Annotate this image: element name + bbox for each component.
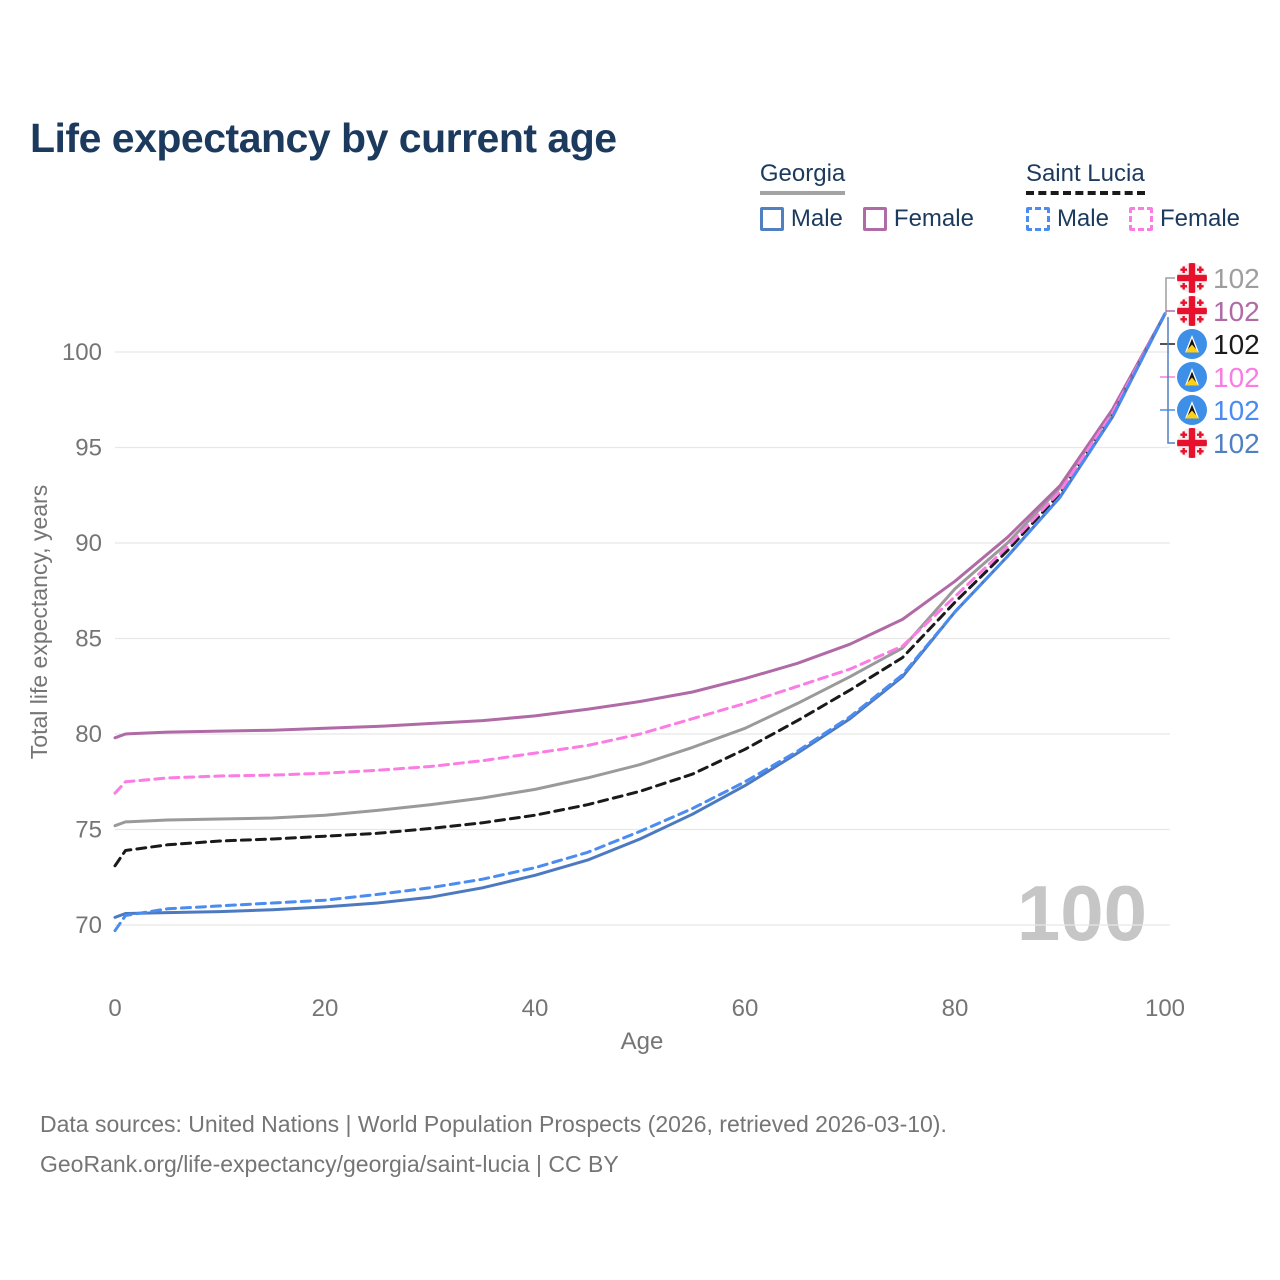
- end-label-value: 102: [1213, 263, 1260, 294]
- legend-item-georgia-male[interactable]: Male: [759, 205, 843, 233]
- saint-lucia-flag-icon: [1177, 362, 1207, 392]
- georgia-flag-icon: [1177, 296, 1207, 326]
- end-label-saint-lucia-female: 102: [1177, 362, 1260, 393]
- series-line-saint-lucia-female: [113, 312, 1167, 795]
- legend-item-saint-lucia-female[interactable]: Female: [1128, 205, 1240, 233]
- end-label-value: 102: [1213, 329, 1260, 360]
- y-tick-label-75: 75: [75, 817, 102, 844]
- saint-lucia-female-swatch-icon[interactable]: [1128, 207, 1153, 231]
- y-tick-label-80: 80: [75, 721, 102, 748]
- leader-line-georgia-total: [1165, 277, 1175, 315]
- end-label-georgia-total: 102: [1177, 263, 1260, 294]
- series-line-georgia-female: [113, 312, 1167, 740]
- georgia-flag-icon: [1177, 428, 1207, 458]
- series-line-georgia-total: [113, 312, 1167, 828]
- legend-item-georgia-female[interactable]: Female: [862, 205, 974, 233]
- y-tick-label-95: 95: [75, 435, 102, 462]
- legend-country-georgia: Georgia: [759, 160, 846, 195]
- end-label-value: 102: [1213, 296, 1260, 327]
- legend-group-saint-lucia: Saint Lucia Male Female: [1025, 160, 1240, 233]
- page-title: Life expectancy by current age: [30, 115, 617, 162]
- end-label-value: 102: [1213, 395, 1260, 426]
- age-counter-watermark: 100: [1017, 869, 1147, 957]
- saint-lucia-flag-icon: [1177, 329, 1207, 359]
- end-label-value: 102: [1213, 428, 1260, 459]
- series-line-georgia-male: [113, 312, 1167, 919]
- end-label-georgia-male: 102: [1177, 428, 1260, 459]
- saint-lucia-flag-icon: [1177, 395, 1207, 425]
- leader-line-georgia-male: [1167, 317, 1175, 444]
- x-tick-label-60: 60: [732, 995, 759, 1022]
- x-tick-label-80: 80: [942, 995, 969, 1022]
- legend: Georgia Male Female Saint Lucia Male Fem…: [759, 160, 1240, 233]
- legend-item-label: Female: [1159, 205, 1240, 232]
- data-sources-text: Data sources: United Nations | World Pop…: [40, 1111, 947, 1137]
- legend-item-saint-lucia-male[interactable]: Male: [1025, 205, 1109, 233]
- saint-lucia-male-swatch-icon[interactable]: [1025, 207, 1050, 231]
- legend-item-label: Female: [893, 205, 974, 232]
- x-tick-label-0: 0: [108, 995, 121, 1022]
- chart-footer: Data sources: United Nations | World Pop…: [40, 1104, 947, 1184]
- y-tick-label-70: 70: [75, 912, 102, 939]
- y-tick-label-85: 85: [75, 626, 102, 653]
- legend-group-georgia: Georgia Male Female: [759, 160, 974, 233]
- legend-country-saint-lucia: Saint Lucia: [1025, 160, 1145, 195]
- legend-item-label: Male: [790, 205, 843, 232]
- y-axis-title: Total life expectancy, years: [26, 485, 52, 759]
- georgia-male-swatch-icon[interactable]: [759, 207, 784, 231]
- end-label-georgia-female: 102: [1177, 296, 1260, 327]
- georgia-flag-icon: [1177, 263, 1207, 293]
- legend-item-label: Male: [1056, 205, 1109, 232]
- end-label-saint-lucia-male: 102: [1177, 395, 1260, 426]
- y-tick-label-100: 100: [62, 339, 102, 366]
- x-tick-label-20: 20: [312, 995, 339, 1022]
- x-tick-label-40: 40: [522, 995, 549, 1022]
- y-tick-label-90: 90: [75, 530, 102, 557]
- georgia-female-swatch-icon[interactable]: [862, 207, 887, 231]
- end-label-value: 102: [1213, 362, 1260, 393]
- series-line-saint-lucia-total: [113, 312, 1167, 868]
- series-line-saint-lucia-male: [113, 312, 1167, 933]
- end-label-saint-lucia-total: 102: [1177, 329, 1260, 360]
- x-axis-title: Age: [621, 1028, 664, 1055]
- x-tick-label-100: 100: [1145, 995, 1185, 1022]
- georank-url-text[interactable]: GeoRank.org/life-expectancy/georgia/sain…: [40, 1151, 619, 1177]
